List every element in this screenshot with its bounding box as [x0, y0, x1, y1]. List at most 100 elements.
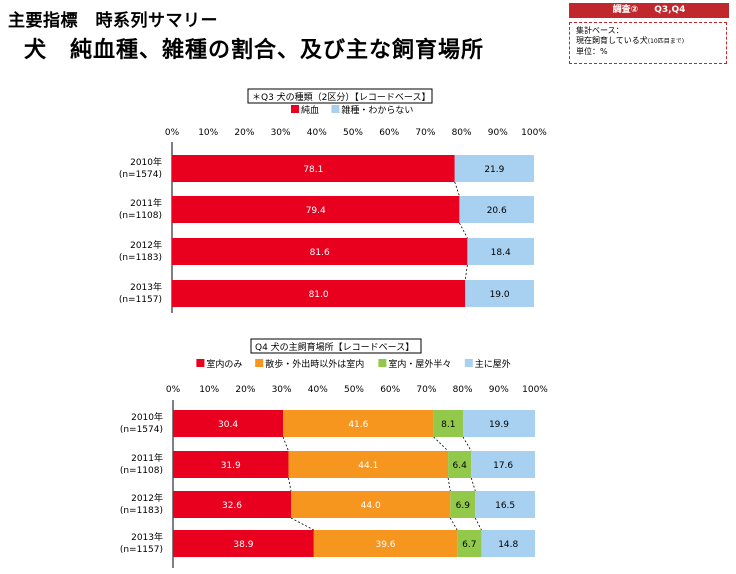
category-sublabel: (n=1157): [119, 295, 162, 305]
legend-label-2: 室内・屋外半々: [388, 358, 451, 370]
base-value-note: (10匹目まで): [647, 38, 685, 45]
tick-label: 10%: [199, 385, 219, 395]
bar-segment: [457, 530, 482, 557]
tick-label: 0%: [165, 128, 180, 138]
tick-label: 40%: [308, 385, 328, 395]
data-label: 19.0: [490, 290, 510, 300]
tick-label: 50%: [343, 128, 363, 138]
bar-segment: [173, 530, 314, 557]
data-label: 21.9: [484, 165, 504, 175]
category-label: 2011年: [131, 452, 163, 464]
bar-segment: [313, 530, 458, 557]
category-sublabel: (n=1108): [120, 466, 163, 476]
category-label: 2012年: [130, 239, 162, 251]
category-sublabel: (n=1108): [119, 211, 162, 221]
chart-title-box: [247, 88, 433, 104]
category-sublabel: (n=1574): [120, 425, 163, 435]
bar-segment: [454, 155, 534, 182]
bar-segment: [475, 491, 535, 518]
tick-label: 90%: [489, 385, 509, 395]
category-sublabel: (n=1574): [119, 170, 162, 180]
connector-line: [474, 517, 482, 531]
category-label: 2010年: [130, 156, 162, 168]
connector-line: [459, 222, 468, 239]
tick-label: 60%: [379, 128, 399, 138]
tick-label: 70%: [415, 128, 435, 138]
data-label: 16.5: [495, 501, 515, 511]
category-sublabel: (n=1157): [120, 545, 163, 555]
bar-segment: [173, 451, 289, 478]
survey-badge: 調査② Q3,Q4: [569, 3, 729, 18]
category-label: 2010年: [131, 411, 163, 423]
data-label: 44.1: [358, 461, 378, 471]
survey-badge-label: 調査②: [612, 5, 639, 15]
connector-line: [433, 436, 449, 452]
bar-segment: [467, 238, 534, 265]
bar-segment: [173, 410, 284, 437]
data-label: 30.4: [218, 420, 238, 430]
chart-title-box: [250, 338, 422, 354]
tick-label: 50%: [344, 385, 364, 395]
category-label: 2013年: [131, 531, 163, 543]
bar-segment: [288, 451, 449, 478]
category-sublabel: (n=1183): [119, 253, 162, 263]
tick-label: 0%: [166, 385, 181, 395]
data-label: 79.4: [306, 206, 326, 216]
data-label: 81.6: [310, 248, 330, 258]
data-label: 38.9: [233, 540, 253, 550]
connector-line: [462, 436, 472, 452]
connector-line: [449, 517, 458, 531]
base-value: 現在飼育している犬(10匹目まで): [576, 36, 720, 47]
bar-segment: [172, 155, 455, 182]
legend-label-1: 雑種・わからない: [341, 104, 413, 116]
legend-label-0: 室内のみ: [206, 358, 242, 370]
tick-label: 30%: [272, 385, 292, 395]
connector-line: [290, 517, 315, 531]
tick-label: 90%: [488, 128, 508, 138]
legend-swatch-3: [464, 359, 473, 367]
bar-segment: [465, 280, 534, 307]
connector-line: [464, 264, 468, 281]
bar-segment: [459, 196, 534, 223]
bar-segment: [172, 238, 468, 265]
data-label: 78.1: [303, 165, 323, 175]
legend-label-1: 散歩・外出時以外は室内: [265, 358, 364, 370]
data-label: 17.6: [493, 461, 513, 471]
tick-label: 100%: [521, 128, 547, 138]
legend-swatch-0: [196, 359, 205, 367]
data-label: 6.4: [453, 461, 468, 471]
legend-label-0: 純血: [301, 104, 319, 116]
bar-segment: [172, 196, 460, 223]
survey-badge-questions: Q3,Q4: [654, 5, 686, 15]
chart-title: Q4 犬の主飼育場所【レコードベース】: [255, 341, 414, 353]
data-label: 81.0: [309, 290, 329, 300]
page-title: 主要指標 時系列サマリー: [8, 11, 218, 31]
tick-label: 100%: [522, 385, 548, 395]
tick-label: 80%: [453, 385, 473, 395]
tick-label: 20%: [234, 128, 254, 138]
bar-segment: [433, 410, 463, 437]
data-label: 41.6: [348, 420, 368, 430]
tick-label: 70%: [416, 385, 436, 395]
chart-title: ＊Q3 犬の種類（2区分）【レコードベース】: [252, 91, 430, 103]
category-sublabel: (n=1183): [120, 506, 163, 516]
bar-segment: [462, 410, 535, 437]
data-label: 20.6: [487, 206, 507, 216]
bar-segment: [172, 280, 466, 307]
connector-line: [447, 477, 451, 492]
bar-segment: [291, 491, 451, 518]
data-label: 18.4: [491, 248, 511, 258]
data-label: 31.9: [221, 461, 241, 471]
data-label: 14.8: [498, 540, 518, 550]
bar-segment: [481, 530, 535, 557]
data-label: 6.9: [456, 501, 471, 511]
tick-label: 60%: [380, 385, 400, 395]
connector-line: [470, 477, 476, 492]
connector-line: [282, 436, 289, 452]
page-subtitle: 犬 純血種、雑種の割合、及び主な飼育場所: [24, 38, 485, 63]
data-label: 44.0: [361, 501, 381, 511]
tick-label: 20%: [235, 385, 255, 395]
unit-label: 単位：%: [576, 47, 608, 56]
base-value-text: 現在飼育している犬: [576, 36, 648, 45]
